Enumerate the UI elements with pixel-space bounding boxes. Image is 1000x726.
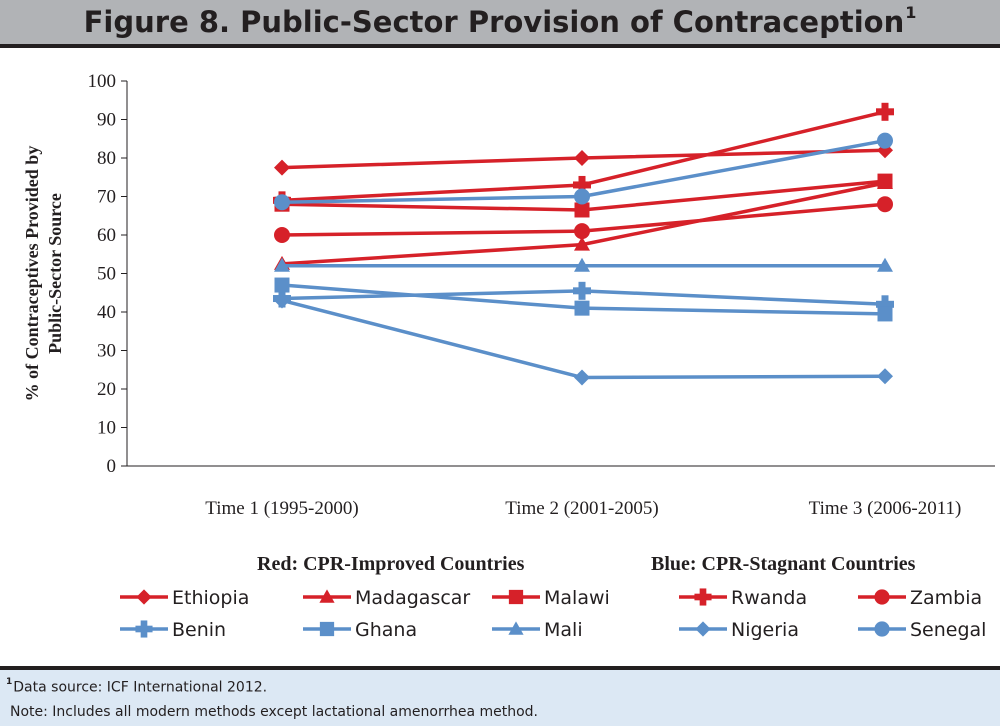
triangle-marker: [274, 257, 290, 272]
footer: 1Data source: ICF International 2012. No…: [0, 670, 1000, 726]
y-tick-label: 40: [97, 302, 116, 323]
circle-marker: [274, 194, 290, 211]
plus-marker-bar: [699, 588, 707, 606]
square-marker: [877, 306, 893, 322]
y-tick-label: 0: [107, 456, 117, 477]
plus-marker-bar: [140, 620, 148, 638]
y-axis-label-line: % of Contraceptives Provided by: [22, 146, 42, 402]
series-ghana: [274, 277, 893, 322]
triangle-marker: [574, 236, 590, 251]
plus-marker-bar: [881, 295, 889, 314]
circle-marker: [877, 196, 893, 213]
diamond-marker: [695, 621, 711, 637]
y-tick-label: 90: [97, 110, 116, 131]
legend-label: Madagascar: [355, 587, 470, 609]
triangle-marker: [319, 589, 335, 603]
plus-marker: [694, 588, 712, 606]
y-tick-label: 60: [97, 225, 116, 246]
plus-marker: [573, 175, 591, 194]
legend-item-zambia: Zambia: [858, 587, 982, 609]
diamond-marker: [274, 292, 290, 309]
x-tick-label: Time 2 (2001-2005): [505, 498, 658, 519]
figure-title-footnote-marker: 1: [905, 2, 917, 22]
series-mali: [274, 257, 893, 272]
legend-label: Ghana: [355, 619, 417, 641]
square-marker: [508, 589, 524, 605]
plus-marker: [573, 281, 591, 300]
plus-marker: [876, 295, 894, 314]
title-rule: [0, 44, 1000, 48]
legend-item-mali: Mali: [492, 619, 583, 641]
diamond-marker: [574, 150, 590, 166]
plus-marker: [876, 102, 894, 121]
chart: 0 10 20 30 40 50 60 70 80 90 100 Time 1 (1995-2000)…: [22, 71, 995, 641]
series-zambia: [274, 196, 893, 243]
legend-label: Zambia: [910, 587, 982, 609]
legend-item-senegal: Senegal: [858, 619, 986, 641]
figure-title-text: Figure 8. Public-Sector Provision of Con…: [83, 5, 905, 39]
circle-marker: [274, 227, 290, 243]
plus-marker-bar: [881, 102, 889, 121]
note-text: Note: Includes all modern methods except…: [10, 704, 539, 720]
circle-marker: [574, 188, 590, 205]
y-tick-label: 70: [97, 187, 116, 208]
legend-label: Rwanda: [731, 587, 807, 609]
circle-marker: [874, 589, 890, 605]
y-tick-label: 80: [97, 148, 116, 169]
diamond-marker: [274, 159, 290, 176]
plus-marker-bar: [578, 175, 586, 194]
data-source-text: Data source: ICF International 2012.: [13, 679, 268, 696]
legend-item-rwanda: Rwanda: [679, 587, 807, 609]
legend-label: Benin: [172, 619, 226, 641]
square-marker: [574, 202, 590, 218]
diamond-marker: [877, 368, 893, 385]
series-nigeria: [274, 292, 893, 386]
diamond-marker: [136, 589, 152, 605]
x-tick-label: Time 3 (2006-2011): [809, 498, 962, 519]
legend-label: Mali: [544, 619, 583, 641]
y-tick-label: 30: [97, 341, 116, 362]
figure-title: Figure 8. Public-Sector Provision of Con…: [0, 0, 1000, 44]
series-senegal: [274, 132, 893, 211]
diamond-marker: [574, 369, 590, 386]
data-source-line: 1Data source: ICF International 2012.: [6, 677, 268, 696]
y-tick-label: 100: [88, 71, 117, 92]
footnote-marker: 1: [6, 677, 13, 687]
y-axis-label: % of Contraceptives Provided by Public-Se…: [22, 146, 65, 402]
y-tick-label: 50: [97, 264, 116, 285]
square-marker: [274, 277, 290, 293]
circle-marker: [877, 132, 893, 149]
footer-rule: [0, 666, 1000, 670]
legend-label: Senegal: [910, 619, 986, 641]
triangle-marker: [574, 257, 590, 272]
triangle-marker: [508, 621, 524, 635]
square-marker: [877, 173, 893, 189]
square-marker: [574, 300, 590, 316]
legend-item-ethiopia: Ethiopia: [120, 587, 249, 609]
circle-marker: [874, 621, 890, 637]
legend-heading-blue: Blue: CPR-Stagnant Countries: [651, 553, 916, 575]
y-axis-label-line: Public-Sector Source: [45, 193, 65, 354]
legend-label: Ethiopia: [172, 587, 249, 609]
legend-heading-red: Red: CPR-Improved Countries: [257, 553, 525, 575]
legend-item-ghana: Ghana: [303, 619, 417, 641]
x-tick-label: Time 1 (1995-2000): [205, 498, 358, 519]
square-marker: [319, 621, 335, 637]
legend-label: Malawi: [544, 587, 610, 609]
y-tick-label: 10: [97, 418, 116, 439]
legend-item-benin: Benin: [120, 619, 226, 641]
legend-item-madagascar: Madagascar: [303, 587, 470, 609]
y-tick-label: 20: [97, 379, 116, 400]
legend-item-nigeria: Nigeria: [679, 619, 799, 641]
plus-marker-bar: [578, 281, 586, 300]
legend-item-malawi: Malawi: [492, 587, 610, 609]
legend-label: Nigeria: [731, 619, 799, 641]
series-ethiopia: [274, 142, 893, 176]
triangle-marker: [877, 257, 893, 272]
plus-marker: [135, 620, 153, 638]
circle-marker: [574, 223, 590, 240]
